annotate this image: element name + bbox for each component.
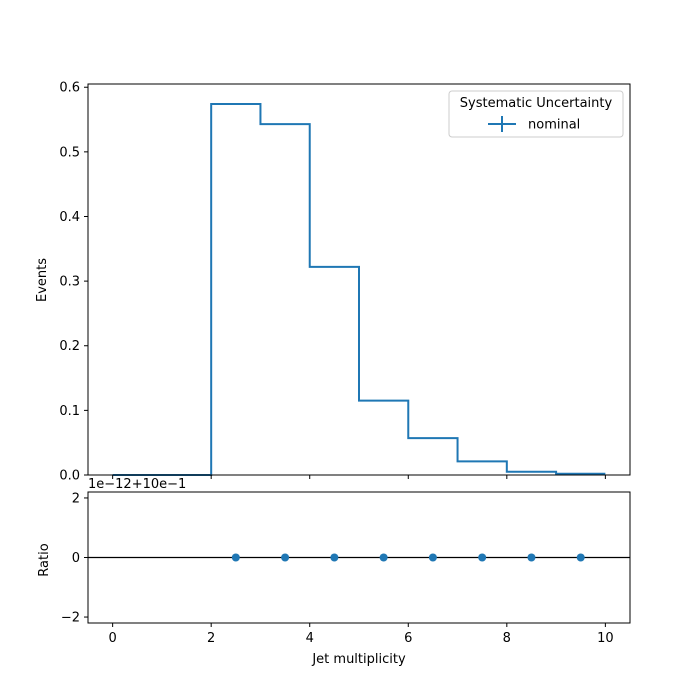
- ratio-x-ticks: 0 2 4 6 8 10: [108, 623, 614, 646]
- ratio-panel: −2 0 2 0 2 4 6 8 10 1e−12+10e−1 Ratio Jet multi…: [37, 477, 631, 667]
- ratio-point: [428, 553, 437, 562]
- x-tick-label: 10: [597, 631, 614, 646]
- ratio-y-axis-label: Ratio: [37, 543, 52, 576]
- ratio-plot-frame: [87, 491, 631, 624]
- ratio-point: [527, 553, 536, 562]
- x-tick-label: 0: [108, 631, 116, 646]
- main-y-axis-label: Events: [35, 258, 50, 302]
- x-axis-label: Jet multiplicity: [311, 652, 406, 667]
- legend-marker-nominal: [488, 116, 516, 132]
- main-y-tick-label: 0.6: [59, 81, 80, 96]
- ratio-point: [478, 553, 487, 562]
- ratio-points: [231, 553, 585, 562]
- x-tick-label: 8: [503, 631, 511, 646]
- legend-box: [448, 90, 624, 138]
- main-y-tick-label: 0.0: [59, 469, 80, 484]
- main-y-tick-label: 0.3: [59, 275, 80, 290]
- ratio-point: [330, 553, 339, 562]
- ratio-offset-label: 1e−12+10e−1: [88, 477, 186, 492]
- main-x-ticks: [112, 475, 606, 479]
- main-y-tick-label: 0.1: [59, 404, 80, 419]
- legend: Systematic Uncertainty nominal: [448, 90, 624, 138]
- x-tick-label: 4: [306, 631, 314, 646]
- x-tick-label: 6: [404, 631, 412, 646]
- main-panel: 0.0 0.1 0.2 0.3 0.4 0.5 0.6 Events Systematic …: [35, 81, 631, 484]
- ratio-point: [281, 553, 290, 562]
- main-y-tick-label: 0.4: [59, 210, 80, 225]
- ratio-point: [576, 553, 585, 562]
- ratio-y-tick-label: −2: [61, 611, 80, 626]
- x-tick-label: 2: [207, 631, 215, 646]
- ratio-y-tick-label: 0: [72, 551, 80, 566]
- legend-title: Systematic Uncertainty: [460, 96, 613, 111]
- ratio-point: [379, 553, 388, 562]
- main-y-tick-label: 0.2: [59, 339, 80, 354]
- main-y-ticks: 0.0 0.1 0.2 0.3 0.4 0.5 0.6: [59, 81, 88, 484]
- ratio-y-tick-label: 2: [72, 491, 80, 506]
- main-y-tick-label: 0.5: [59, 145, 80, 160]
- legend-entry-nominal: nominal: [528, 118, 580, 133]
- ratio-point: [231, 553, 240, 562]
- main-plot-frame: [87, 83, 631, 476]
- histogram-step-line: [112, 103, 606, 476]
- ratio-y-ticks: −2 0 2: [61, 491, 88, 626]
